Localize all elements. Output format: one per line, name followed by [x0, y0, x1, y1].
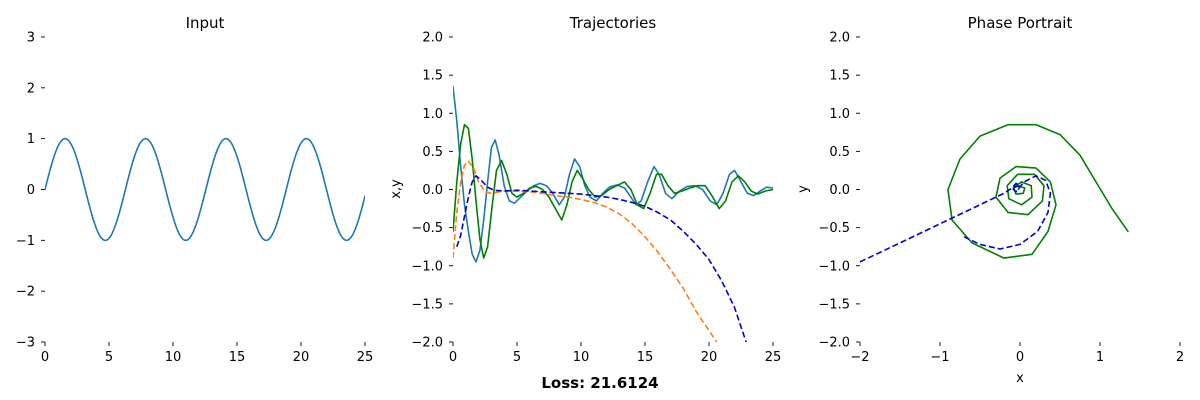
trajectories-y-tick-label: 0.5	[422, 145, 443, 160]
input-y-tick-label: 2	[27, 81, 35, 96]
trajectories-x-tick-label: 20	[701, 350, 718, 365]
trajectories-series-line	[453, 85, 773, 263]
phase-portrait-y-tick-label: −1.5	[818, 297, 850, 312]
trajectories-y-tick-label: −1.0	[411, 259, 443, 274]
input-x-tick-label: 25	[357, 350, 374, 365]
phase-portrait-y-tick-label: 0.5	[829, 145, 850, 160]
input-y-tick-label: 1	[27, 132, 35, 147]
input-y-tick-label: −3	[16, 336, 35, 351]
trajectories-y-tick-label: −2.0	[411, 336, 443, 351]
trajectories-x-tick-label: 15	[637, 350, 654, 365]
phase-portrait-y-tick-label: 2.0	[829, 31, 850, 46]
trajectories-x-tick-label: 10	[573, 350, 590, 365]
phase-portrait-x-label: x	[1016, 371, 1024, 386]
phase-portrait-x-tick-label: 2	[1176, 350, 1184, 365]
trajectories-y-tick-label: 1.0	[422, 107, 443, 122]
trajectories-y-tick-label: 1.5	[422, 69, 443, 84]
trajectories-series-line	[456, 175, 747, 342]
phase-portrait-panel: Phase Portrait x y −2.0 −1.5 −1.0 −0.5 0.0 0.…	[796, 14, 1184, 386]
trajectories-x-tick-label: 5	[513, 350, 521, 365]
trajectories-panel: Trajectories x,y −2.0 −1.5 −1.0 −0.5 0.0 0.5 1…	[389, 14, 781, 365]
phase-portrait-x-tick-label: 0	[1016, 350, 1024, 365]
trajectories-series-line	[453, 160, 718, 342]
trajectories-panel-title: Trajectories	[569, 14, 657, 32]
input-series-line	[45, 137, 365, 242]
phase-portrait-y-tick-label: 0.0	[829, 183, 850, 198]
trajectories-y-tick-label: −0.5	[411, 221, 443, 236]
input-panel-title: Input	[186, 14, 225, 32]
phase-portrait-x-tick-label: 1	[1096, 350, 1104, 365]
input-x-tick-label: 10	[165, 350, 182, 365]
trajectories-y-tick-label: 0.0	[422, 183, 443, 198]
phase-portrait-x-tick-label: −1	[930, 350, 949, 365]
phase-portrait-y-label: y	[796, 185, 811, 193]
trajectories-x-tick-label: 0	[449, 350, 457, 365]
input-x-tick-label: 0	[41, 350, 49, 365]
trajectories-x-tick-label: 25	[765, 350, 782, 365]
loss-readout: Loss: 21.6124	[541, 374, 658, 392]
phase-portrait-series-line	[947, 123, 1129, 259]
phase-portrait-y-tick-label: −2.0	[818, 336, 850, 351]
phase-portrait-y-tick-label: −0.5	[818, 221, 850, 236]
phase-portrait-x-tick-label: −2	[850, 350, 869, 365]
trajectories-y-label: x,y	[389, 179, 404, 199]
input-x-tick-label: 20	[293, 350, 310, 365]
input-panel: Input −3 −2 −1 0 1 2 3 0 5 10 15 20 25	[16, 14, 373, 365]
phase-portrait-y-tick-label: 1.0	[829, 107, 850, 122]
input-y-tick-label: 0	[27, 183, 35, 198]
phase-portrait-title: Phase Portrait	[968, 14, 1073, 32]
input-x-tick-label: 15	[229, 350, 246, 365]
phase-portrait-y-tick-label: −1.0	[818, 259, 850, 274]
input-y-tick-label: −2	[16, 285, 35, 300]
trajectories-y-tick-label: 2.0	[422, 31, 443, 46]
trajectories-y-tick-label: −1.5	[411, 297, 443, 312]
trajectories-series-line	[453, 123, 773, 259]
phase-portrait-series-line	[860, 175, 1052, 263]
input-y-tick-label: −1	[16, 234, 35, 249]
phase-portrait-y-tick-label: 1.5	[829, 69, 850, 84]
input-y-tick-label: 3	[27, 31, 35, 46]
input-x-tick-label: 5	[105, 350, 113, 365]
